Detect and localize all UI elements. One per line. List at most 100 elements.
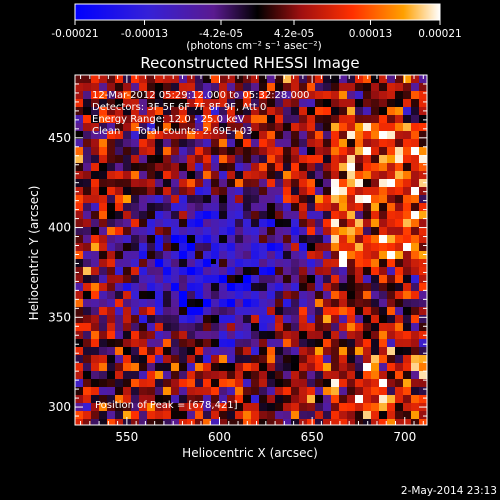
heatmap-cell	[123, 259, 131, 267]
heatmap-cell	[123, 275, 131, 283]
heatmap-cell	[411, 99, 419, 107]
heatmap-cell	[403, 259, 411, 267]
heatmap-cell	[379, 187, 387, 195]
heatmap-cell	[123, 219, 131, 227]
heatmap-cell	[395, 315, 403, 323]
heatmap-cell	[131, 403, 139, 411]
heatmap-cell	[299, 163, 307, 171]
heatmap-cell	[179, 155, 187, 163]
heatmap-cell	[211, 331, 219, 339]
heatmap-cell	[307, 75, 315, 83]
heatmap-cell	[331, 411, 339, 419]
heatmap-cell	[211, 163, 219, 171]
heatmap-cell	[139, 171, 147, 179]
heatmap-cell	[395, 323, 403, 331]
heatmap-cell	[203, 235, 211, 243]
heatmap-cell	[395, 259, 403, 267]
heatmap-cell	[299, 323, 307, 331]
heatmap-cell	[123, 283, 131, 291]
heatmap-cell	[299, 147, 307, 155]
heatmap-cell	[75, 203, 83, 211]
heatmap-cell	[91, 259, 99, 267]
heatmap-cell	[131, 227, 139, 235]
heatmap-cell	[323, 147, 331, 155]
heatmap-cell	[123, 299, 131, 307]
heatmap-cell	[211, 339, 219, 347]
heatmap-cell	[323, 227, 331, 235]
heatmap-cell	[251, 147, 259, 155]
heatmap-cell	[131, 139, 139, 147]
heatmap-cell	[235, 235, 243, 243]
heatmap-cell	[411, 243, 419, 251]
heatmap-cell	[259, 139, 267, 147]
heatmap-cell	[339, 251, 347, 259]
heatmap-cell	[339, 291, 347, 299]
heatmap-cell	[363, 147, 371, 155]
heatmap-cell	[171, 379, 179, 387]
heatmap-cell	[83, 131, 91, 139]
heatmap-cell	[195, 315, 203, 323]
heatmap-cell	[83, 411, 91, 419]
heatmap-cell	[139, 315, 147, 323]
heatmap-cell	[275, 91, 283, 99]
heatmap-cell	[283, 171, 291, 179]
heatmap-cell	[243, 139, 251, 147]
heatmap-cell	[195, 171, 203, 179]
heatmap-cell	[187, 403, 195, 411]
heatmap-cell	[243, 131, 251, 139]
center-marker	[211, 259, 216, 264]
heatmap-cell	[307, 371, 315, 379]
heatmap-cell	[411, 283, 419, 291]
heatmap-cell	[115, 115, 123, 123]
heatmap-cell	[363, 267, 371, 275]
heatmap-cell	[283, 395, 291, 403]
y-tick-label: 450	[48, 131, 71, 145]
heatmap-cell	[387, 91, 395, 99]
heatmap-cell	[75, 187, 83, 195]
heatmap-cell	[371, 107, 379, 115]
heatmap-cell	[99, 163, 107, 171]
heatmap-cell	[107, 235, 115, 243]
heatmap-cell	[291, 115, 299, 123]
heatmap-cell	[251, 195, 259, 203]
heatmap-cell	[163, 403, 171, 411]
heatmap-cell	[371, 155, 379, 163]
heatmap-cell	[379, 251, 387, 259]
heatmap-cell	[291, 147, 299, 155]
heatmap-cell	[187, 147, 195, 155]
heatmap-cell	[299, 251, 307, 259]
heatmap-cell	[307, 195, 315, 203]
heatmap-cell	[107, 91, 115, 99]
heatmap-cell	[107, 395, 115, 403]
heatmap-cell	[363, 187, 371, 195]
heatmap-cell	[123, 235, 131, 243]
heatmap-cell	[259, 379, 267, 387]
heatmap-cell	[411, 387, 419, 395]
heatmap-cell	[315, 371, 323, 379]
heatmap-cell	[83, 419, 91, 425]
heatmap-cell	[347, 227, 355, 235]
heatmap-cell	[275, 307, 283, 315]
heatmap-cell	[211, 235, 219, 243]
heatmap-cell	[251, 275, 259, 283]
heatmap-cell	[267, 363, 275, 371]
heatmap-cell	[187, 123, 195, 131]
heatmap-cell	[355, 419, 363, 425]
heatmap-cell	[139, 395, 147, 403]
heatmap-cell	[203, 347, 211, 355]
heatmap-cell	[307, 179, 315, 187]
heatmap-cell	[227, 75, 235, 83]
heatmap-cell	[395, 147, 403, 155]
heatmap-cell	[299, 211, 307, 219]
heatmap-cell	[275, 291, 283, 299]
heatmap-cell	[219, 75, 227, 83]
heatmap-cell	[219, 403, 227, 411]
heatmap-cell	[259, 83, 267, 91]
heatmap-cell	[163, 387, 171, 395]
heatmap-cell	[243, 267, 251, 275]
heatmap-cell	[347, 123, 355, 131]
heatmap-cell	[251, 371, 259, 379]
heatmap-cell	[75, 147, 83, 155]
heatmap-cell	[339, 147, 347, 155]
heatmap-cell	[387, 379, 395, 387]
